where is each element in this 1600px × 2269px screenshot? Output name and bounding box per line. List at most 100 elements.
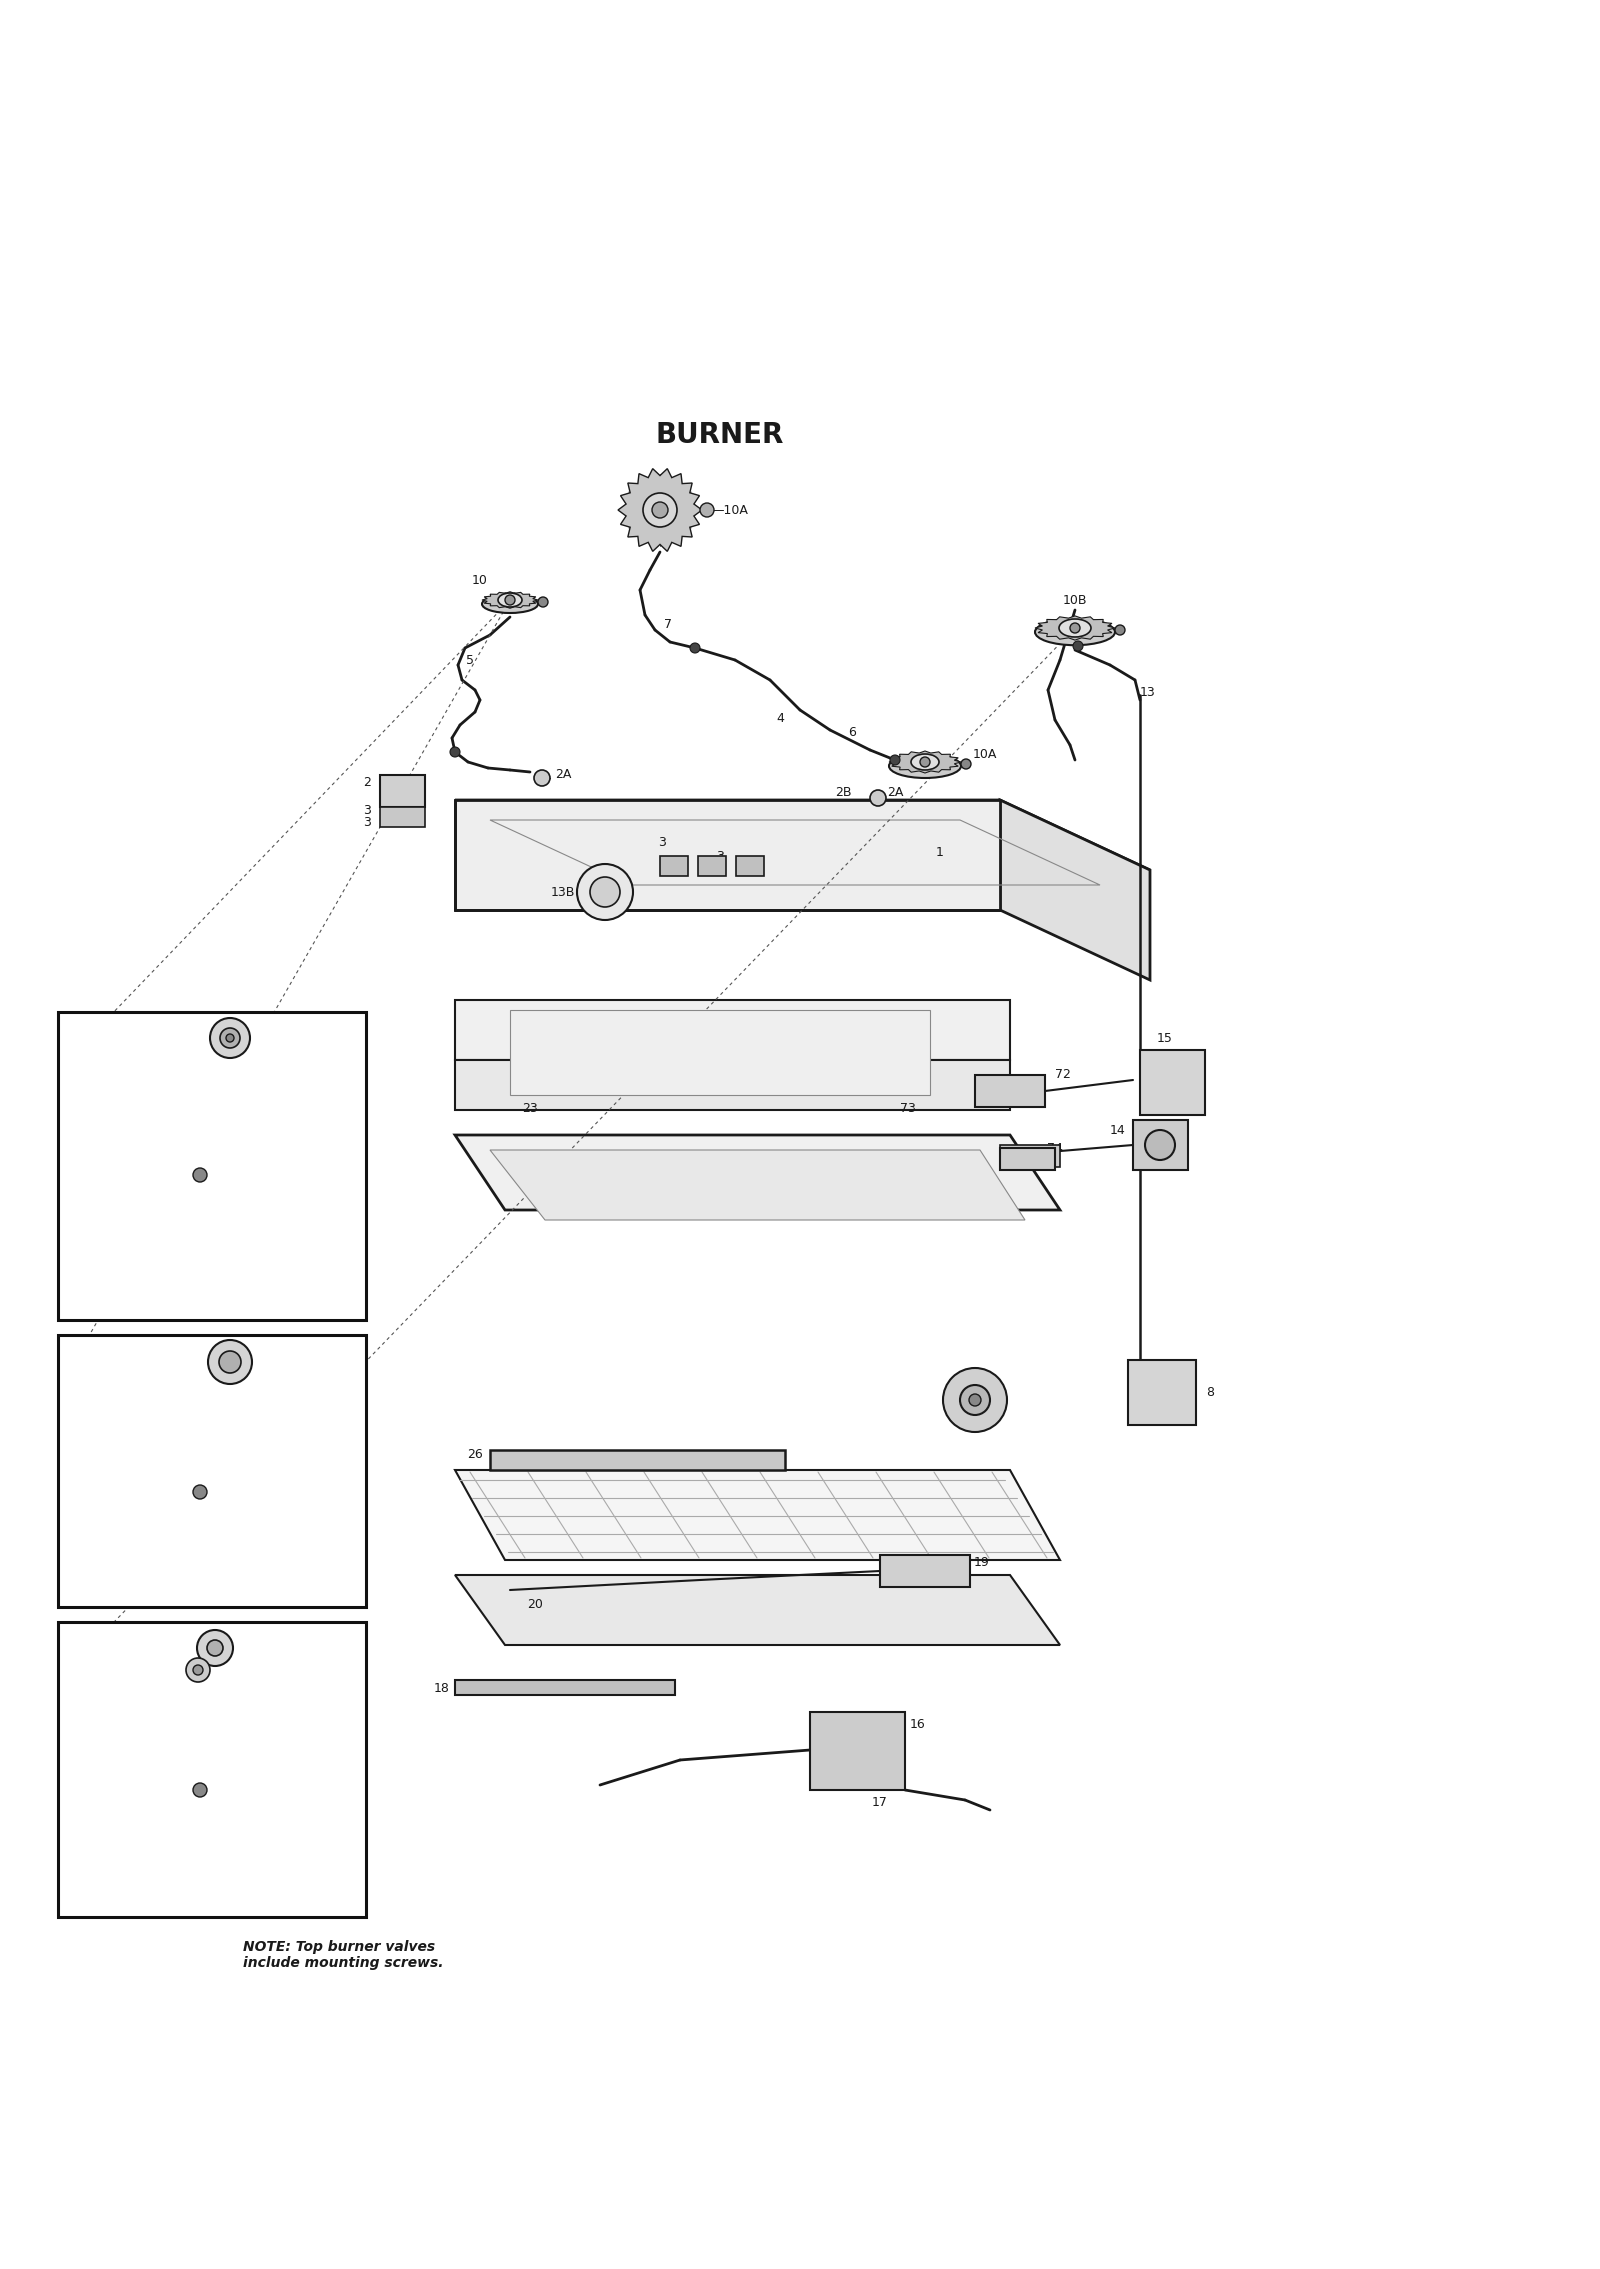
Text: 3: 3 bbox=[363, 815, 371, 828]
Ellipse shape bbox=[1059, 619, 1091, 638]
Circle shape bbox=[208, 1341, 253, 1384]
Bar bbox=[698, 855, 726, 876]
Polygon shape bbox=[490, 1150, 1026, 1221]
Circle shape bbox=[960, 1384, 990, 1416]
Polygon shape bbox=[454, 801, 1150, 869]
Text: 3: 3 bbox=[717, 851, 723, 864]
Text: 18: 18 bbox=[434, 1681, 450, 1695]
Text: 26: 26 bbox=[467, 1448, 483, 1461]
Bar bbox=[1139, 1051, 1205, 1114]
Text: —10A: —10A bbox=[712, 504, 749, 517]
Text: 10: 10 bbox=[66, 1350, 90, 1368]
Ellipse shape bbox=[890, 753, 962, 778]
Ellipse shape bbox=[165, 1457, 235, 1527]
Text: 37: 37 bbox=[74, 1475, 90, 1488]
Text: BURNER: BURNER bbox=[656, 422, 784, 449]
Bar bbox=[810, 1713, 906, 1790]
Circle shape bbox=[690, 642, 701, 653]
Circle shape bbox=[1115, 624, 1125, 635]
Circle shape bbox=[578, 864, 634, 919]
Bar bbox=[186, 1581, 214, 1600]
Text: 13B: 13B bbox=[550, 885, 574, 899]
Circle shape bbox=[1070, 624, 1080, 633]
Circle shape bbox=[186, 1477, 214, 1507]
Text: 44: 44 bbox=[232, 1665, 248, 1677]
Text: 3: 3 bbox=[658, 837, 666, 849]
Circle shape bbox=[186, 1659, 210, 1681]
Text: 2B: 2B bbox=[835, 787, 851, 799]
Circle shape bbox=[189, 1888, 198, 1897]
Ellipse shape bbox=[182, 1772, 218, 1806]
Text: 44: 44 bbox=[272, 1159, 288, 1171]
Circle shape bbox=[210, 1019, 250, 1057]
Ellipse shape bbox=[182, 1157, 218, 1191]
Ellipse shape bbox=[498, 592, 522, 608]
Text: 7: 7 bbox=[664, 619, 672, 631]
Text: 45: 45 bbox=[258, 1277, 274, 1291]
Circle shape bbox=[202, 1277, 211, 1287]
Circle shape bbox=[189, 1595, 198, 1604]
Text: 45: 45 bbox=[258, 1579, 274, 1591]
Text: 11: 11 bbox=[74, 1579, 90, 1591]
Circle shape bbox=[890, 756, 899, 765]
Bar bbox=[58, 1334, 366, 1606]
Bar bbox=[381, 776, 426, 808]
Circle shape bbox=[962, 760, 971, 769]
Text: 47: 47 bbox=[187, 1346, 203, 1359]
Bar bbox=[1000, 1146, 1059, 1166]
Polygon shape bbox=[454, 1575, 1059, 1645]
Circle shape bbox=[970, 1393, 981, 1407]
Circle shape bbox=[202, 1595, 211, 1604]
Polygon shape bbox=[454, 1134, 1059, 1209]
Text: 72: 72 bbox=[1054, 1066, 1070, 1080]
Bar bbox=[454, 1679, 675, 1695]
Polygon shape bbox=[115, 1089, 285, 1259]
Circle shape bbox=[197, 1629, 234, 1665]
Polygon shape bbox=[890, 751, 962, 774]
Text: 23: 23 bbox=[522, 1100, 538, 1114]
Text: 75: 75 bbox=[147, 1661, 163, 1675]
Polygon shape bbox=[454, 1001, 1010, 1060]
Circle shape bbox=[206, 1640, 222, 1656]
Polygon shape bbox=[618, 470, 702, 551]
Text: 74: 74 bbox=[1046, 1141, 1062, 1155]
Ellipse shape bbox=[910, 753, 939, 769]
Text: 11: 11 bbox=[74, 1876, 90, 1888]
Ellipse shape bbox=[482, 594, 538, 613]
Circle shape bbox=[194, 1665, 203, 1675]
Circle shape bbox=[194, 1169, 206, 1182]
Text: 4: 4 bbox=[776, 712, 784, 724]
Text: 2: 2 bbox=[363, 776, 371, 790]
Circle shape bbox=[226, 1035, 234, 1041]
Polygon shape bbox=[454, 801, 1000, 910]
Bar bbox=[186, 1874, 214, 1892]
Bar bbox=[1000, 1148, 1054, 1171]
Text: 44: 44 bbox=[272, 1475, 288, 1488]
Polygon shape bbox=[1035, 615, 1115, 640]
Circle shape bbox=[701, 504, 714, 517]
Ellipse shape bbox=[1035, 619, 1115, 644]
Bar bbox=[510, 1010, 930, 1096]
Text: 10A: 10A bbox=[973, 749, 997, 762]
Polygon shape bbox=[482, 592, 538, 608]
Circle shape bbox=[870, 790, 886, 805]
Circle shape bbox=[534, 769, 550, 785]
Bar bbox=[661, 855, 688, 876]
Text: 73: 73 bbox=[901, 1100, 915, 1114]
Circle shape bbox=[1074, 642, 1083, 651]
Text: NOTE: Top burner valves
include mounting screws.: NOTE: Top burner valves include mounting… bbox=[243, 1940, 443, 1969]
Bar bbox=[58, 1012, 366, 1321]
Text: 10B: 10B bbox=[66, 1636, 102, 1654]
Text: 20: 20 bbox=[526, 1597, 542, 1611]
Bar bbox=[381, 808, 426, 826]
Text: 1: 1 bbox=[936, 846, 944, 858]
Text: 37: 37 bbox=[74, 1793, 90, 1804]
Text: 5: 5 bbox=[466, 653, 474, 667]
Circle shape bbox=[590, 878, 621, 908]
Text: 15: 15 bbox=[1157, 1032, 1173, 1044]
Bar bbox=[880, 1554, 970, 1586]
Polygon shape bbox=[1000, 801, 1150, 980]
Ellipse shape bbox=[165, 1139, 235, 1209]
Circle shape bbox=[194, 1783, 206, 1797]
Circle shape bbox=[450, 747, 461, 758]
